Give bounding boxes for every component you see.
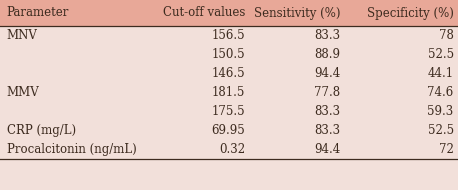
Text: 72: 72 (439, 143, 454, 156)
Text: MNV: MNV (6, 29, 38, 42)
Text: 83.3: 83.3 (315, 124, 341, 137)
Text: MMV: MMV (6, 86, 39, 99)
Text: 77.8: 77.8 (315, 86, 341, 99)
Text: 52.5: 52.5 (428, 48, 454, 61)
Text: 94.4: 94.4 (314, 143, 341, 156)
Text: Specificity (%): Specificity (%) (367, 6, 454, 20)
Text: Cut-off values: Cut-off values (163, 6, 245, 20)
Text: 52.5: 52.5 (428, 124, 454, 137)
Text: 175.5: 175.5 (212, 105, 245, 118)
Text: Sensitivity (%): Sensitivity (%) (254, 6, 341, 20)
Text: Parameter: Parameter (6, 6, 69, 20)
Text: 156.5: 156.5 (212, 29, 245, 42)
Text: 150.5: 150.5 (212, 48, 245, 61)
Text: 181.5: 181.5 (212, 86, 245, 99)
Text: 83.3: 83.3 (315, 105, 341, 118)
Text: 78: 78 (439, 29, 454, 42)
Text: 146.5: 146.5 (212, 67, 245, 80)
Text: 94.4: 94.4 (314, 67, 341, 80)
Text: 44.1: 44.1 (428, 67, 454, 80)
Text: 88.9: 88.9 (315, 48, 341, 61)
Text: 74.6: 74.6 (427, 86, 454, 99)
Bar (0, 0, 458, 26)
Text: 83.3: 83.3 (315, 29, 341, 42)
Text: 69.95: 69.95 (212, 124, 245, 137)
Text: 59.3: 59.3 (427, 105, 454, 118)
Text: CRP (mg/L): CRP (mg/L) (6, 124, 76, 137)
Text: Procalcitonin (ng/mL): Procalcitonin (ng/mL) (6, 143, 136, 156)
Text: 0.32: 0.32 (219, 143, 245, 156)
